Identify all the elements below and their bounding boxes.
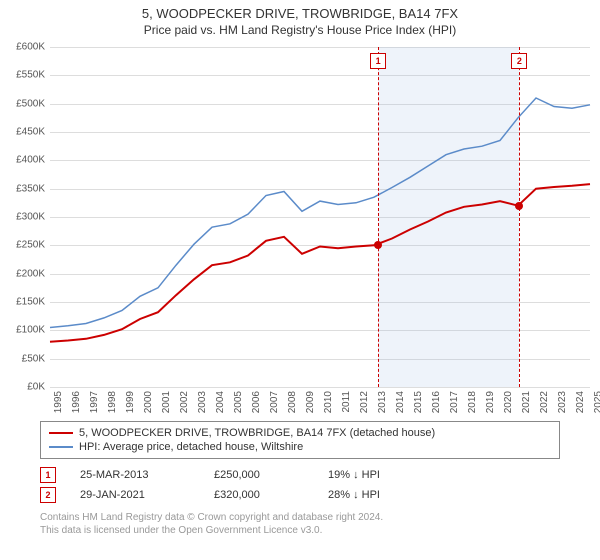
legend-item-price: 5, WOODPECKER DRIVE, TROWBRIDGE, BA14 7F… bbox=[49, 426, 551, 440]
y-tick-label: £500K bbox=[0, 98, 45, 109]
x-tick-label: 2024 bbox=[575, 391, 586, 413]
sales-table: 1 25-MAR-2013 £250,000 19% ↓ HPI 2 29-JAN-202… bbox=[40, 465, 560, 505]
x-tick-label: 2020 bbox=[503, 391, 514, 413]
y-tick-label: £200K bbox=[0, 268, 45, 279]
y-tick-label: £0K bbox=[0, 382, 45, 393]
sale-date: 29-JAN-2021 bbox=[80, 489, 190, 501]
y-tick-label: £550K bbox=[0, 70, 45, 81]
x-tick-label: 2004 bbox=[215, 391, 226, 413]
y-tick-label: £50K bbox=[0, 353, 45, 364]
x-tick-label: 1996 bbox=[71, 391, 82, 413]
chart-plot: £0K£50K£100K£150K£200K£250K£300K£350K£40… bbox=[50, 47, 590, 387]
x-tick-label: 2009 bbox=[305, 391, 316, 413]
y-tick-label: £100K bbox=[0, 325, 45, 336]
x-tick-label: 2015 bbox=[413, 391, 424, 413]
x-tick-label: 2010 bbox=[323, 391, 334, 413]
title-sub: Price paid vs. HM Land Registry's House … bbox=[0, 23, 600, 37]
y-tick-label: £300K bbox=[0, 212, 45, 223]
y-tick-label: £450K bbox=[0, 127, 45, 138]
series-svg bbox=[50, 47, 590, 387]
x-tick-label: 2002 bbox=[179, 391, 190, 413]
series-price bbox=[50, 184, 590, 342]
y-tick-label: £350K bbox=[0, 183, 45, 194]
x-tick-label: 2016 bbox=[431, 391, 442, 413]
legend-swatch-price bbox=[49, 432, 73, 434]
sale-price: £320,000 bbox=[214, 489, 304, 501]
y-tick-label: £250K bbox=[0, 240, 45, 251]
x-tick-label: 1997 bbox=[89, 391, 100, 413]
x-tick-label: 2005 bbox=[233, 391, 244, 413]
sale-marker-icon: 1 bbox=[40, 467, 56, 483]
footer: Contains HM Land Registry data © Crown c… bbox=[40, 511, 560, 537]
x-tick-label: 1998 bbox=[107, 391, 118, 413]
x-tick-label: 2019 bbox=[485, 391, 496, 413]
x-tick-label: 2001 bbox=[161, 391, 172, 413]
legend-label-price: 5, WOODPECKER DRIVE, TROWBRIDGE, BA14 7F… bbox=[79, 427, 435, 439]
x-tick-label: 2023 bbox=[557, 391, 568, 413]
x-tick-label: 2006 bbox=[251, 391, 262, 413]
y-tick-label: £400K bbox=[0, 155, 45, 166]
legend: 5, WOODPECKER DRIVE, TROWBRIDGE, BA14 7F… bbox=[40, 421, 560, 459]
x-tick-label: 2007 bbox=[269, 391, 280, 413]
y-tick-label: £600K bbox=[0, 42, 45, 53]
sale-vline bbox=[378, 47, 379, 387]
legend-label-hpi: HPI: Average price, detached house, Wilt… bbox=[79, 441, 303, 453]
sale-vline bbox=[519, 47, 520, 387]
sale-marker-box: 1 bbox=[370, 53, 386, 69]
title-main: 5, WOODPECKER DRIVE, TROWBRIDGE, BA14 7F… bbox=[0, 6, 600, 21]
footer-line1: Contains HM Land Registry data © Crown c… bbox=[40, 511, 560, 524]
x-tick-label: 2025 bbox=[593, 391, 600, 413]
sale-dot bbox=[515, 202, 523, 210]
x-tick-label: 2011 bbox=[341, 391, 352, 413]
sale-marker-icon: 2 bbox=[40, 487, 56, 503]
sale-marker-box: 2 bbox=[511, 53, 527, 69]
x-tick-label: 2003 bbox=[197, 391, 208, 413]
sales-row: 2 29-JAN-2021 £320,000 28% ↓ HPI bbox=[40, 485, 560, 505]
footer-line2: This data is licensed under the Open Gov… bbox=[40, 524, 560, 537]
legend-swatch-hpi bbox=[49, 446, 73, 448]
x-tick-label: 2000 bbox=[143, 391, 154, 413]
x-axis: 1995 1996 1997 1998 1999 2000 2001 2002 2003 2004… bbox=[50, 387, 590, 417]
x-tick-label: 2014 bbox=[395, 391, 406, 413]
sale-dot bbox=[374, 241, 382, 249]
x-tick-label: 2008 bbox=[287, 391, 298, 413]
y-tick-label: £150K bbox=[0, 297, 45, 308]
sale-price: £250,000 bbox=[214, 469, 304, 481]
legend-item-hpi: HPI: Average price, detached house, Wilt… bbox=[49, 440, 551, 454]
x-tick-label: 2018 bbox=[467, 391, 478, 413]
x-tick-label: 1999 bbox=[125, 391, 136, 413]
sale-date: 25-MAR-2013 bbox=[80, 469, 190, 481]
sales-row: 1 25-MAR-2013 £250,000 19% ↓ HPI bbox=[40, 465, 560, 485]
x-tick-label: 2021 bbox=[521, 391, 532, 413]
x-tick-label: 2017 bbox=[449, 391, 460, 413]
x-tick-label: 1995 bbox=[53, 391, 64, 413]
x-tick-label: 2013 bbox=[377, 391, 388, 413]
sale-hpi-delta: 28% ↓ HPI bbox=[328, 489, 380, 501]
series-hpi bbox=[50, 98, 590, 328]
x-tick-label: 2022 bbox=[539, 391, 550, 413]
sale-hpi-delta: 19% ↓ HPI bbox=[328, 469, 380, 481]
x-tick-label: 2012 bbox=[359, 391, 370, 413]
